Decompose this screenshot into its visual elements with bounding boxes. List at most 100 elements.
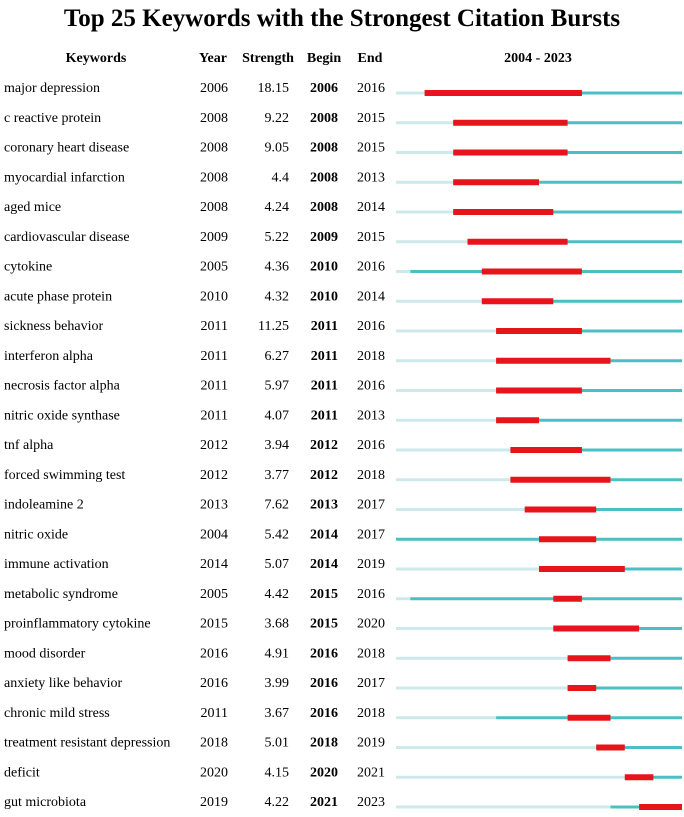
year-value: 2005 [200,587,228,602]
timeline-inactive-segment [396,508,525,511]
burst-bar [453,149,568,156]
begin-value: 2012 [310,438,338,453]
begin-value: 2015 [310,617,338,632]
header-end: End [358,51,383,66]
timeline-inactive-segment [396,180,454,184]
keyword-label: metabolic syndrome [4,587,118,602]
year-value: 2011 [201,408,228,423]
timeline-inactive-segment [396,686,568,690]
strength-value: 4.42 [265,587,290,602]
begin-value: 2008 [310,141,338,156]
year-value: 2016 [200,646,228,661]
end-value: 2015 [357,230,385,245]
strength-value: 7.62 [265,498,290,513]
burst-bar [424,90,582,96]
strength-value: 11.25 [258,319,289,334]
strength-value: 4.24 [265,200,290,215]
strength-value: 5.97 [265,379,290,394]
year-value: 2008 [200,111,228,126]
end-value: 2016 [357,319,385,334]
year-value: 2020 [200,765,228,780]
end-value: 2017 [357,498,385,513]
timeline-active-segment [596,746,682,749]
keyword-label: anxiety like behavior [4,676,123,691]
burst-bar [453,179,539,186]
header-keywords: Keywords [66,51,127,66]
keyword-label: c reactive protein [4,111,101,126]
end-value: 2014 [357,200,385,215]
year-value: 2014 [200,557,228,572]
burst-bar [639,804,682,810]
timeline-inactive-segment [396,805,611,809]
keyword-label: cytokine [4,260,52,275]
keyword-label: coronary heart disease [4,141,129,156]
burst-bar [553,625,640,632]
begin-value: 2010 [310,260,338,275]
begin-value: 2021 [310,795,338,810]
keyword-label: forced swimming test [4,468,125,483]
timeline-inactive-segment [396,478,511,482]
end-value: 2016 [357,379,385,394]
strength-value: 3.94 [265,438,290,453]
burst-bar [567,655,611,662]
timeline-inactive-segment [396,627,554,630]
timeline-inactive-segment [396,121,454,125]
burst-bar [467,238,568,245]
year-value: 2012 [200,468,228,483]
strength-value: 3.77 [265,468,290,483]
keyword-label: tnf alpha [4,438,54,453]
strength-value: 5.01 [265,736,290,751]
burst-bar [453,209,554,215]
timeline-inactive-segment [396,91,425,95]
begin-value: 2016 [310,706,338,721]
begin-value: 2011 [311,319,338,334]
keyword-label: myocardial infarction [4,170,125,185]
timeline-active-segment [567,656,682,660]
timeline-active-segment [624,775,682,779]
year-value: 2011 [201,349,228,364]
timeline-active-segment [410,597,682,601]
year-value: 2008 [200,141,228,156]
strength-value: 6.27 [265,349,290,364]
timeline-active-segment [481,299,682,303]
strength-value: 4.15 [265,765,290,780]
timeline-active-segment [496,389,682,392]
timeline-inactive-segment [396,775,625,779]
keyword-label: deficit [4,765,40,780]
begin-value: 2015 [310,587,338,602]
burst-bar [496,387,582,394]
timeline-inactive-segment [396,746,597,749]
begin-value: 2010 [310,289,338,304]
burst-bar [524,506,597,513]
timeline-active-segment [524,508,682,511]
strength-value: 4.4 [272,170,290,185]
strength-value: 5.22 [265,230,290,245]
strength-value: 4.36 [265,260,290,275]
year-value: 2016 [200,676,228,691]
begin-value: 2008 [310,200,338,215]
year-value: 2011 [201,379,228,394]
strength-value: 4.91 [265,646,290,661]
end-value: 2017 [357,527,385,542]
strength-value: 3.67 [265,706,290,721]
begin-value: 2014 [310,527,338,542]
begin-value: 2020 [310,765,338,780]
begin-value: 2011 [311,379,338,394]
keyword-label: gut microbiota [4,795,87,810]
timeline-inactive-segment [396,448,511,452]
year-value: 2011 [201,319,228,334]
burst-bar [553,595,582,602]
timeline-active-segment [510,448,682,452]
burst-bar [481,268,582,275]
strength-value: 3.99 [265,676,290,691]
begin-value: 2016 [310,646,338,661]
end-value: 2016 [357,260,385,275]
begin-value: 2013 [310,498,338,513]
burst-bar [539,536,597,543]
year-value: 2010 [200,289,228,304]
begin-value: 2018 [310,736,338,751]
keyword-label: nitric oxide [4,527,68,542]
timeline-active-segment [467,240,682,244]
end-value: 2020 [357,617,385,632]
end-value: 2021 [357,765,385,780]
